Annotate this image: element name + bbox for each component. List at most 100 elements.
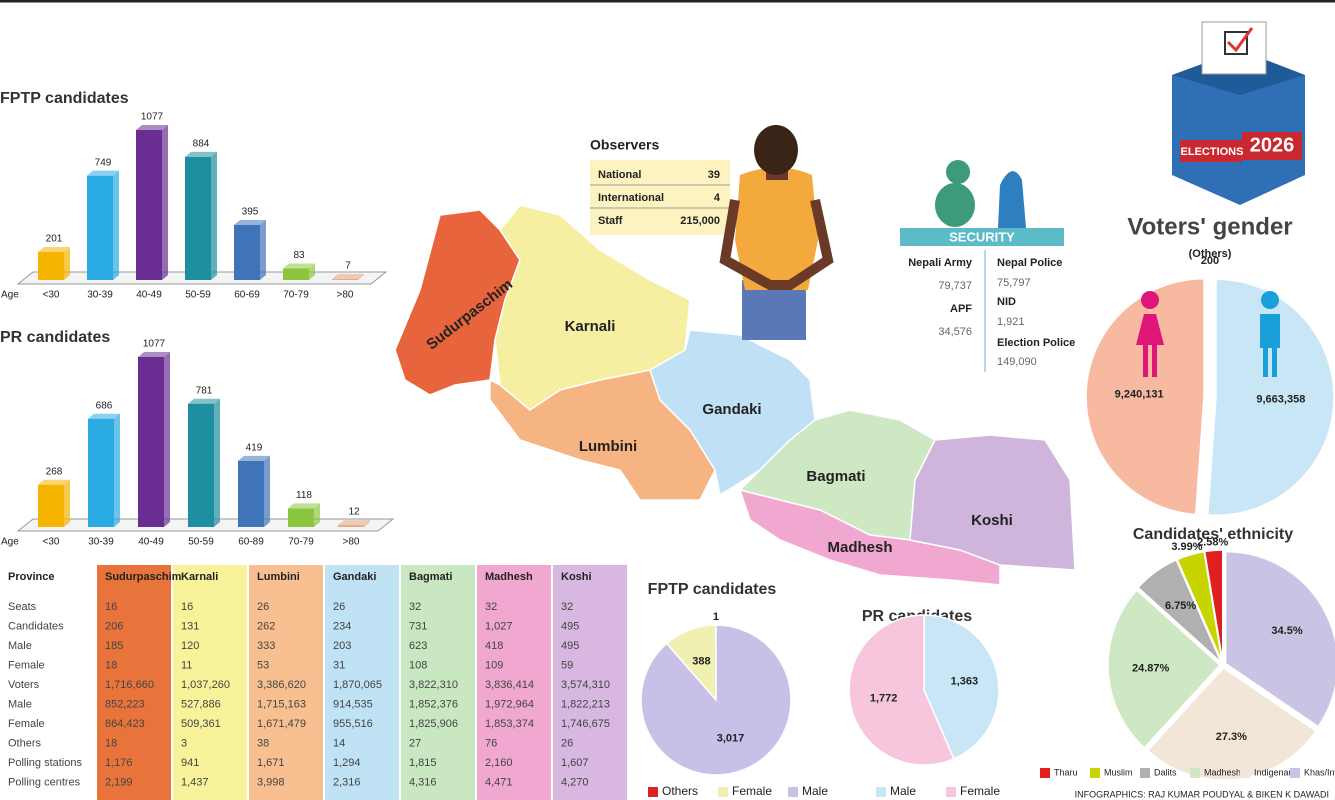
value-label: 781 bbox=[196, 385, 213, 396]
shirt bbox=[735, 167, 818, 290]
bar-side bbox=[314, 503, 320, 527]
x-tick-label: 60-69 bbox=[234, 290, 260, 301]
row-label: Seats bbox=[8, 601, 37, 613]
bar-top bbox=[38, 247, 70, 253]
x-tick-label: <30 bbox=[43, 537, 60, 548]
table-cell: 31 bbox=[333, 659, 345, 671]
value-label: 268 bbox=[46, 466, 63, 477]
table-cell: 1,671,479 bbox=[257, 718, 306, 730]
value-label: 200 bbox=[1201, 255, 1219, 267]
figure bbox=[946, 160, 970, 184]
security-label: NID bbox=[997, 296, 1016, 308]
legend-swatch bbox=[1240, 768, 1250, 778]
table-cell: 53 bbox=[257, 659, 269, 671]
security-label: Nepal Police bbox=[997, 257, 1062, 269]
head bbox=[754, 125, 798, 175]
table-cell: 27 bbox=[409, 737, 421, 749]
observer-label: Staff bbox=[598, 215, 623, 227]
value-label: 749 bbox=[95, 157, 112, 168]
table-header: Gandaki bbox=[333, 571, 376, 583]
chart-title: Voters' gender bbox=[1127, 213, 1292, 240]
security: SECURITY Nepali Army 79,737 APF 34,576 N… bbox=[900, 160, 1075, 372]
bar bbox=[138, 357, 164, 527]
pie-slice bbox=[1107, 589, 1222, 749]
table-cell: 1,972,964 bbox=[485, 698, 534, 710]
table-cell: 3,822,310 bbox=[409, 679, 458, 691]
table-cell: 203 bbox=[333, 640, 351, 652]
legend-label: Khas/Inya bbox=[1304, 767, 1335, 777]
table-cell: 120 bbox=[181, 640, 199, 652]
observer-value: 215,000 bbox=[680, 215, 720, 227]
table-cell: 1,852,376 bbox=[409, 698, 458, 710]
security-value: 1,921 bbox=[997, 316, 1025, 328]
bar-top bbox=[87, 170, 119, 176]
row-label: Male bbox=[8, 698, 32, 710]
row-label: Polling centres bbox=[8, 776, 81, 788]
ballot-check bbox=[1226, 27, 1254, 53]
legend-label: Female bbox=[732, 784, 772, 798]
legend-swatch bbox=[718, 787, 728, 797]
bar bbox=[87, 175, 113, 280]
legend-label: Others bbox=[662, 784, 698, 798]
observers: Observers National 39 International 4 St… bbox=[590, 137, 730, 235]
pie-slice bbox=[848, 614, 955, 766]
table-cell: 1,715,163 bbox=[257, 698, 306, 710]
table-cell: 1,716,660 bbox=[105, 679, 154, 691]
label-band bbox=[1180, 140, 1242, 162]
province-column bbox=[477, 565, 551, 800]
map-label: Gandaki bbox=[702, 401, 761, 418]
table-header: Lumbini bbox=[257, 571, 300, 583]
province-column bbox=[553, 565, 627, 800]
chart-title: PR candidates bbox=[0, 329, 110, 346]
table-header: Bagmati bbox=[409, 571, 452, 583]
security-value: 75,797 bbox=[997, 277, 1031, 289]
table-cell: 1,037,260 bbox=[181, 679, 230, 691]
value-label: 1077 bbox=[141, 112, 164, 123]
bar-top bbox=[185, 151, 217, 157]
table-cell: 59 bbox=[561, 659, 573, 671]
observer-figure bbox=[719, 125, 834, 340]
label-band bbox=[1242, 132, 1302, 160]
table-cell: 509,361 bbox=[181, 718, 221, 730]
pie-slice bbox=[1206, 278, 1335, 516]
bar-side bbox=[64, 479, 70, 527]
table-cell: 4,316 bbox=[409, 776, 437, 788]
x-tick-label: 70-79 bbox=[288, 537, 314, 548]
table-cell: 914,535 bbox=[333, 698, 373, 710]
gender-icon bbox=[1136, 314, 1164, 345]
legend-swatch bbox=[946, 787, 956, 797]
map-label: Karnali bbox=[565, 318, 616, 335]
bar bbox=[288, 508, 314, 527]
gender-icon bbox=[1152, 345, 1157, 377]
map-label: Bagmati bbox=[806, 468, 865, 485]
ballot-year: 2026 bbox=[1250, 134, 1295, 156]
value-label: 201 bbox=[46, 234, 63, 245]
table-cell: 1,176 bbox=[105, 757, 133, 769]
arms bbox=[719, 198, 834, 290]
table-cell: 18 bbox=[105, 737, 117, 749]
value-label: 2.58% bbox=[1197, 536, 1228, 548]
gender-icon bbox=[1260, 314, 1280, 348]
x-tick-label: 50-59 bbox=[185, 290, 211, 301]
bar-top bbox=[138, 352, 170, 357]
bar-top bbox=[338, 520, 370, 526]
x-tick-label: 30-39 bbox=[87, 290, 113, 301]
value-label: 6.75% bbox=[1165, 600, 1196, 612]
security-value: 34,576 bbox=[938, 326, 972, 338]
table-cell: 14 bbox=[333, 737, 345, 749]
bar-side bbox=[309, 263, 315, 280]
province-column bbox=[173, 565, 247, 800]
value-label: 27.3% bbox=[1216, 731, 1247, 743]
value-label: 34.5% bbox=[1271, 625, 1302, 637]
bar-side bbox=[114, 413, 120, 527]
legend-label: Male bbox=[802, 784, 828, 798]
province-column bbox=[325, 565, 399, 800]
chart-title: Candidates' ethnicity bbox=[1133, 526, 1293, 543]
value-label: 9,240,131 bbox=[1115, 388, 1164, 400]
table-header: Province bbox=[8, 571, 54, 583]
ballot-text: ELECTIONS bbox=[1181, 146, 1244, 158]
table-cell: 527,886 bbox=[181, 698, 221, 710]
value-label: 3.99% bbox=[1171, 541, 1202, 553]
bar-side bbox=[264, 455, 270, 527]
bar bbox=[38, 484, 64, 527]
